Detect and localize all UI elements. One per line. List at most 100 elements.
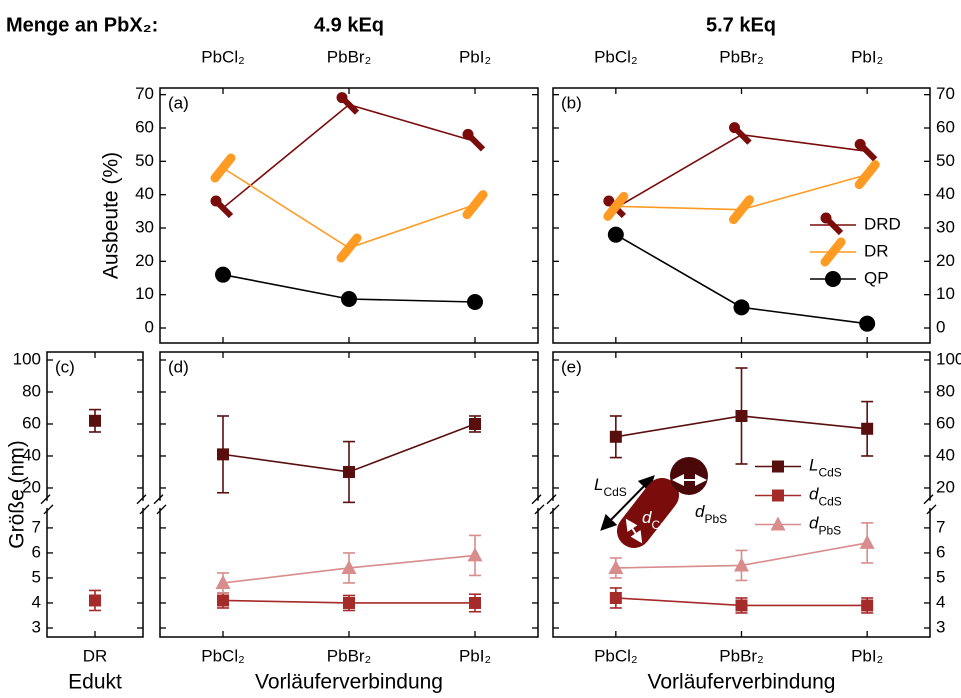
marker bbox=[467, 294, 483, 310]
x-tick-label: PbBr₂ bbox=[327, 47, 371, 66]
axis-break bbox=[136, 494, 147, 505]
y-tick-label: 40 bbox=[22, 445, 41, 464]
y-tick-label: 7 bbox=[936, 517, 945, 536]
legend-label: DR bbox=[864, 241, 889, 260]
marker bbox=[861, 422, 874, 435]
panel-label: (c) bbox=[55, 357, 75, 376]
y-tick-label: 4 bbox=[32, 592, 41, 611]
legend-label: DRD bbox=[864, 214, 901, 233]
annotation-main: d bbox=[642, 508, 652, 527]
x-axis-label: Vorläuferverbindung bbox=[255, 671, 443, 694]
marker bbox=[462, 190, 488, 220]
x-tick-label: PbI₂ bbox=[851, 646, 883, 665]
marker bbox=[210, 195, 234, 219]
marker bbox=[735, 409, 748, 422]
y-tick-label: 6 bbox=[936, 542, 945, 561]
y-tick-label: 5 bbox=[32, 567, 41, 586]
axis-break bbox=[153, 494, 164, 505]
y-tick-label: 10 bbox=[135, 284, 154, 303]
column-title: 4.9 kEq bbox=[314, 14, 384, 36]
marker bbox=[217, 594, 229, 607]
marker bbox=[859, 534, 875, 549]
marker-head bbox=[336, 92, 348, 104]
y-axis-label: Ausbeute (%) bbox=[100, 152, 123, 279]
marker bbox=[729, 195, 754, 225]
marker bbox=[343, 596, 355, 609]
marker bbox=[343, 465, 355, 478]
axis-break bbox=[43, 504, 54, 515]
marker bbox=[89, 594, 101, 607]
y-tick-label: 80 bbox=[22, 381, 41, 400]
x-tick-label: PbBr₂ bbox=[719, 646, 763, 665]
y-tick-label: 4 bbox=[936, 592, 945, 611]
y-tick-label: 30 bbox=[936, 217, 955, 236]
marker-head bbox=[820, 212, 832, 224]
y-tick-label: 100 bbox=[936, 349, 961, 368]
x-tick-label: PbCl₂ bbox=[594, 646, 637, 665]
axis-break-gap bbox=[135, 500, 151, 508]
legend-marker bbox=[825, 271, 841, 287]
y-tick-label: 0 bbox=[936, 317, 945, 336]
y-tick-label: 60 bbox=[135, 117, 154, 136]
x-tick-label: PbCl₂ bbox=[201, 646, 244, 665]
illustration-arrow bbox=[625, 518, 643, 544]
x-tick-label: PbCl₂ bbox=[201, 47, 244, 66]
legend-label-main: d bbox=[809, 514, 819, 533]
marker bbox=[215, 266, 231, 283]
marker-head bbox=[462, 128, 474, 140]
marker bbox=[609, 591, 622, 604]
marker-head bbox=[854, 138, 866, 150]
axis-break bbox=[549, 504, 560, 515]
y-tick-label: 6 bbox=[32, 542, 41, 561]
marker bbox=[607, 226, 624, 243]
illustration bbox=[600, 457, 708, 548]
annotation-sub: PbS bbox=[704, 512, 727, 526]
legend-marker bbox=[770, 516, 786, 531]
y-tick-label: 40 bbox=[936, 184, 955, 203]
marker bbox=[341, 559, 357, 574]
y-tick-label: 40 bbox=[135, 184, 154, 203]
legend-label-sub: PbS bbox=[818, 524, 841, 538]
legend-label-main: L bbox=[809, 456, 818, 475]
legend-label: QP bbox=[864, 268, 889, 287]
x-tick-label: PbBr₂ bbox=[327, 646, 371, 665]
axis-break bbox=[534, 504, 545, 515]
marker bbox=[861, 599, 874, 612]
marker bbox=[734, 557, 749, 572]
annotation-main: L bbox=[594, 475, 603, 494]
y-tick-label: 7 bbox=[32, 517, 41, 536]
marker bbox=[217, 448, 229, 461]
y-tick-label: 30 bbox=[135, 217, 154, 236]
y-tick-label: 20 bbox=[22, 477, 41, 496]
y-tick-label: 20 bbox=[135, 251, 154, 270]
panel-label: (b) bbox=[561, 93, 582, 112]
marker bbox=[603, 191, 629, 221]
marker bbox=[854, 138, 878, 162]
y-tick-label: 5 bbox=[936, 567, 945, 586]
legend-marker bbox=[820, 212, 844, 236]
annotation-main: d bbox=[695, 502, 705, 521]
marker bbox=[609, 430, 622, 443]
axis-break bbox=[546, 494, 557, 505]
marker bbox=[336, 233, 362, 263]
legend-label: LCdS bbox=[809, 456, 842, 480]
axis-break-gap bbox=[530, 500, 546, 508]
marker bbox=[735, 599, 748, 612]
axis-break bbox=[156, 504, 167, 515]
marker bbox=[336, 92, 360, 115]
axis-break bbox=[531, 494, 542, 505]
marker bbox=[215, 574, 231, 589]
y-tick-label: 50 bbox=[936, 151, 955, 170]
y-tick-label: 0 bbox=[145, 317, 154, 336]
marker bbox=[210, 153, 236, 183]
y-tick-label: 20 bbox=[936, 477, 955, 496]
illustration-arrow bbox=[600, 475, 655, 531]
axis-break bbox=[926, 504, 937, 515]
x-tick-label: DR bbox=[83, 646, 108, 665]
marker bbox=[733, 299, 750, 316]
annotation: dCdS bbox=[642, 508, 675, 532]
y-tick-label: 60 bbox=[22, 413, 41, 432]
annotation: LCdS bbox=[594, 475, 627, 499]
y-tick-label: 20 bbox=[936, 251, 955, 270]
column-title: 5.7 kEq bbox=[706, 14, 776, 36]
